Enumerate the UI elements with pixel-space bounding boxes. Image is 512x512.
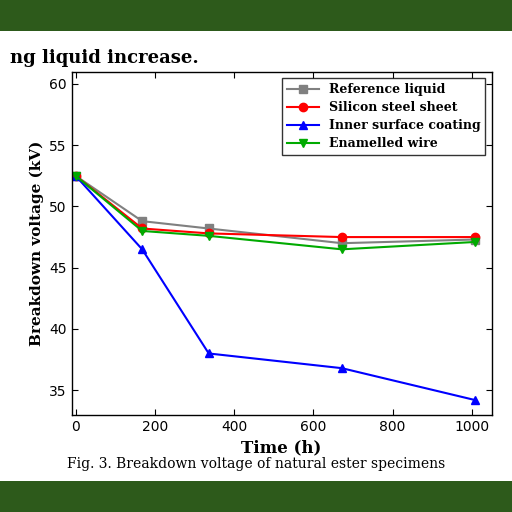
Enamelled wire xyxy=(472,239,478,245)
Text: ng liquid increase.: ng liquid increase. xyxy=(10,49,199,67)
Enamelled wire xyxy=(206,233,212,239)
Reference liquid xyxy=(73,173,79,179)
Reference liquid xyxy=(139,218,145,224)
Line: Enamelled wire: Enamelled wire xyxy=(72,172,479,253)
Inner surface coating xyxy=(139,246,145,252)
Enamelled wire xyxy=(73,173,79,179)
Line: Reference liquid: Reference liquid xyxy=(72,172,479,247)
Inner surface coating xyxy=(472,397,478,403)
Enamelled wire xyxy=(339,246,345,252)
Reference liquid xyxy=(472,237,478,243)
Legend: Reference liquid, Silicon steel sheet, Inner surface coating, Enamelled wire: Reference liquid, Silicon steel sheet, I… xyxy=(282,78,485,155)
Inner surface coating xyxy=(73,173,79,179)
Y-axis label: Breakdown voltage (kV): Breakdown voltage (kV) xyxy=(29,140,44,346)
Line: Silicon steel sheet: Silicon steel sheet xyxy=(72,172,479,241)
Inner surface coating xyxy=(206,350,212,356)
Inner surface coating xyxy=(339,365,345,371)
Reference liquid xyxy=(206,225,212,231)
Silicon steel sheet xyxy=(339,234,345,240)
Silicon steel sheet xyxy=(139,225,145,231)
Enamelled wire xyxy=(139,228,145,234)
Reference liquid xyxy=(339,240,345,246)
Text: Fig. 3. Breakdown voltage of natural ester specimens: Fig. 3. Breakdown voltage of natural est… xyxy=(67,457,445,471)
X-axis label: Time (h): Time (h) xyxy=(242,439,322,456)
Line: Inner surface coating: Inner surface coating xyxy=(72,172,479,404)
Silicon steel sheet xyxy=(73,173,79,179)
Silicon steel sheet xyxy=(206,230,212,237)
Silicon steel sheet xyxy=(472,234,478,240)
